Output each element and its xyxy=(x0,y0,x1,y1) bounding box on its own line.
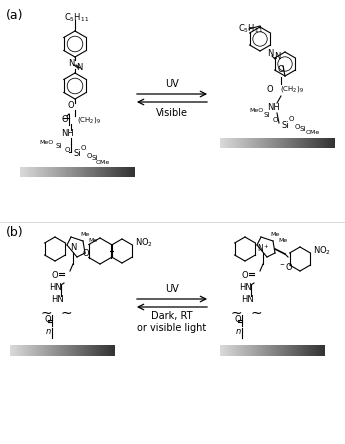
Text: N: N xyxy=(70,243,76,253)
Text: UV: UV xyxy=(165,284,179,294)
Text: NH: NH xyxy=(267,103,279,111)
Text: N: N xyxy=(76,63,82,71)
Text: O: O xyxy=(80,145,86,151)
Text: Me: Me xyxy=(278,238,288,243)
Text: O: O xyxy=(45,316,51,325)
Text: MeO: MeO xyxy=(40,139,54,144)
Text: Me: Me xyxy=(88,238,98,243)
Text: N: N xyxy=(274,52,280,62)
Text: OMe: OMe xyxy=(306,131,320,135)
Text: HN: HN xyxy=(239,282,252,292)
Text: NH: NH xyxy=(61,130,73,139)
Text: Si: Si xyxy=(73,150,81,159)
Text: $\mathregular{NO_2}$: $\mathregular{NO_2}$ xyxy=(135,237,153,249)
Text: $\mathregular{C_5H_{11}}$: $\mathregular{C_5H_{11}}$ xyxy=(65,12,90,24)
Text: (b): (b) xyxy=(6,226,23,239)
Text: HN: HN xyxy=(49,282,61,292)
Text: O: O xyxy=(272,117,278,123)
Text: Si: Si xyxy=(264,112,270,118)
Text: $\mathregular{\sim}$: $\mathregular{\sim}$ xyxy=(38,305,52,319)
Text: n: n xyxy=(46,328,51,337)
Text: (a): (a) xyxy=(6,9,23,22)
Text: Si: Si xyxy=(56,143,62,149)
Text: O: O xyxy=(235,316,241,325)
Text: $\mathregular{(CH_2)_9}$: $\mathregular{(CH_2)_9}$ xyxy=(77,115,101,125)
Text: $\mathregular{NO_2}$: $\mathregular{NO_2}$ xyxy=(313,245,331,257)
Text: HN: HN xyxy=(52,296,65,305)
Text: Si: Si xyxy=(281,120,289,130)
Text: O: O xyxy=(52,271,58,281)
Text: O: O xyxy=(86,153,92,159)
Text: $\mathregular{\sim}$: $\mathregular{\sim}$ xyxy=(228,305,243,319)
Text: Si: Si xyxy=(92,155,98,161)
Text: O: O xyxy=(288,116,294,122)
Text: O: O xyxy=(242,271,248,281)
Text: O: O xyxy=(64,147,70,153)
Text: O: O xyxy=(278,64,284,74)
Text: $\mathregular{(CH_2)_9}$: $\mathregular{(CH_2)_9}$ xyxy=(280,84,304,94)
Text: N: N xyxy=(68,59,74,68)
Text: OMe: OMe xyxy=(96,159,110,164)
Text: O: O xyxy=(68,102,74,111)
Text: n: n xyxy=(235,328,240,337)
Text: Visible: Visible xyxy=(156,108,188,118)
Text: UV: UV xyxy=(165,79,179,89)
Text: O: O xyxy=(267,84,273,94)
Text: MeO: MeO xyxy=(250,108,264,114)
Text: $\mathregular{^-O}$: $\mathregular{^-O}$ xyxy=(278,262,294,273)
Text: O: O xyxy=(62,115,68,124)
Text: O: O xyxy=(83,250,89,258)
Text: $\mathregular{\sim}$: $\mathregular{\sim}$ xyxy=(58,305,72,319)
Text: Si: Si xyxy=(300,126,306,132)
Text: $\mathregular{N^+}$: $\mathregular{N^+}$ xyxy=(257,242,269,254)
Text: N: N xyxy=(267,49,273,59)
Text: Dark, RT
or visible light: Dark, RT or visible light xyxy=(137,311,207,333)
Text: $\mathregular{C_5H_{11}}$: $\mathregular{C_5H_{11}}$ xyxy=(238,23,263,35)
Text: Me: Me xyxy=(80,233,90,238)
Text: O: O xyxy=(294,124,300,130)
Text: $\mathregular{\sim}$: $\mathregular{\sim}$ xyxy=(248,305,263,319)
Text: Me: Me xyxy=(270,233,280,238)
Text: HN: HN xyxy=(241,296,254,305)
